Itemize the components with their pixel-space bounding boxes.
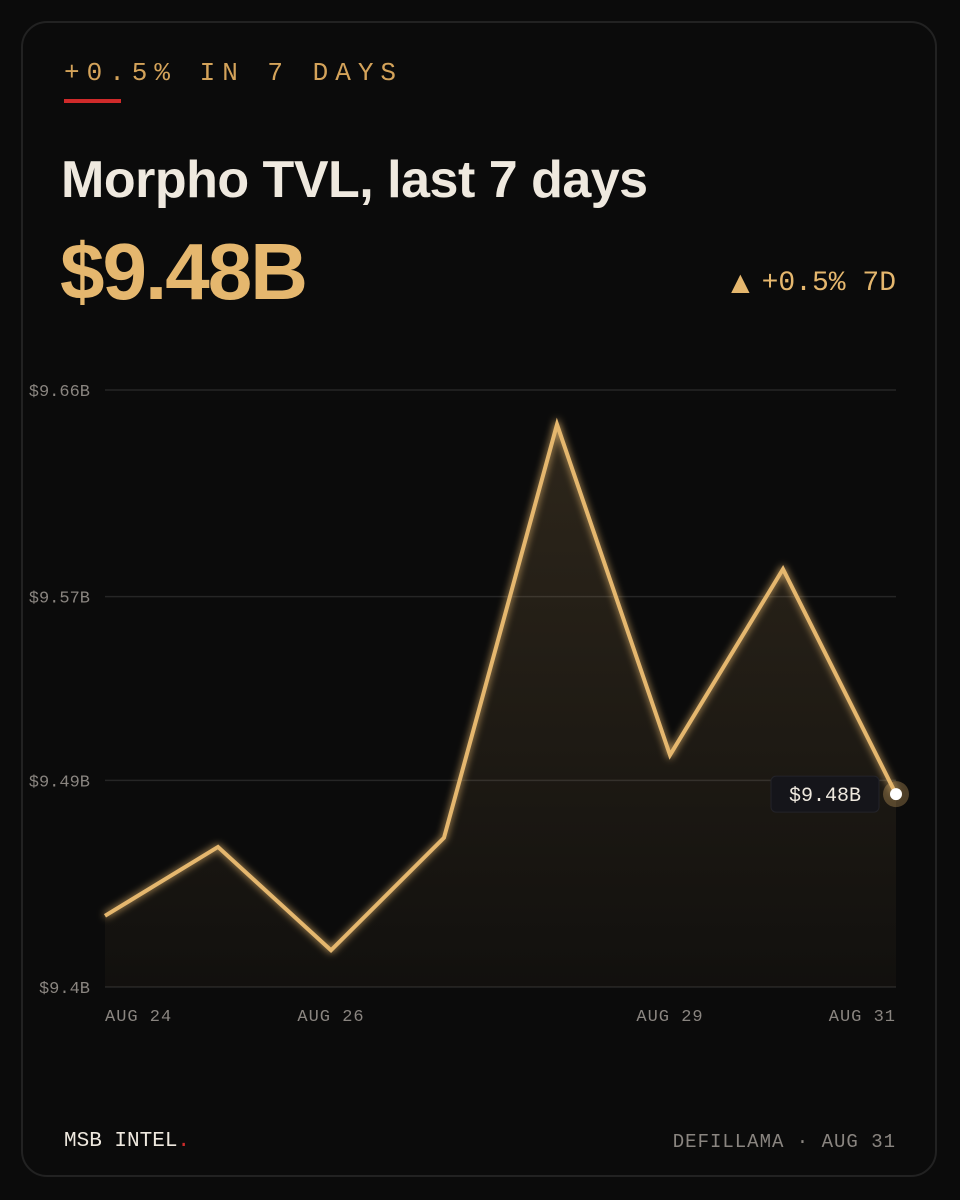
change-kicker: +0.5% IN 7 DAYS — [64, 58, 404, 88]
series-line — [103, 417, 898, 954]
chart-title: Morpho TVL, last 7 days — [61, 151, 648, 209]
brand-dot: . — [177, 1130, 191, 1153]
x-tick-label: AUG 29 — [636, 1008, 703, 1027]
y-tick-label: $9.4B — [39, 980, 90, 999]
area-fill — [105, 424, 896, 987]
y-tick-label: $9.57B — [29, 590, 90, 609]
x-tick-label: AUG 31 — [829, 1008, 896, 1027]
up-arrow-icon: ▲ — [731, 268, 750, 296]
source-label: DEFILLAMA · AUG 31 — [672, 1131, 896, 1153]
end-value-label: $9.48B — [789, 785, 861, 808]
end-value-tag — [770, 775, 880, 813]
change-text: +0.5% 7D — [761, 268, 896, 299]
current-value: $9.48B — [60, 227, 308, 316]
end-point-marker — [890, 788, 902, 801]
change-badge: ▲ +0.5% 7D — [731, 268, 896, 299]
kicker-underline — [64, 99, 121, 103]
brand-label: MSB INTEL. — [64, 1130, 190, 1153]
y-tick-label: $9.49B — [29, 773, 90, 792]
x-tick-label: AUG 24 — [105, 1008, 172, 1027]
x-tick-label: AUG 26 — [297, 1008, 364, 1027]
y-tick-label: $9.66B — [29, 383, 90, 402]
brand-name: MSB INTEL — [64, 1130, 178, 1153]
